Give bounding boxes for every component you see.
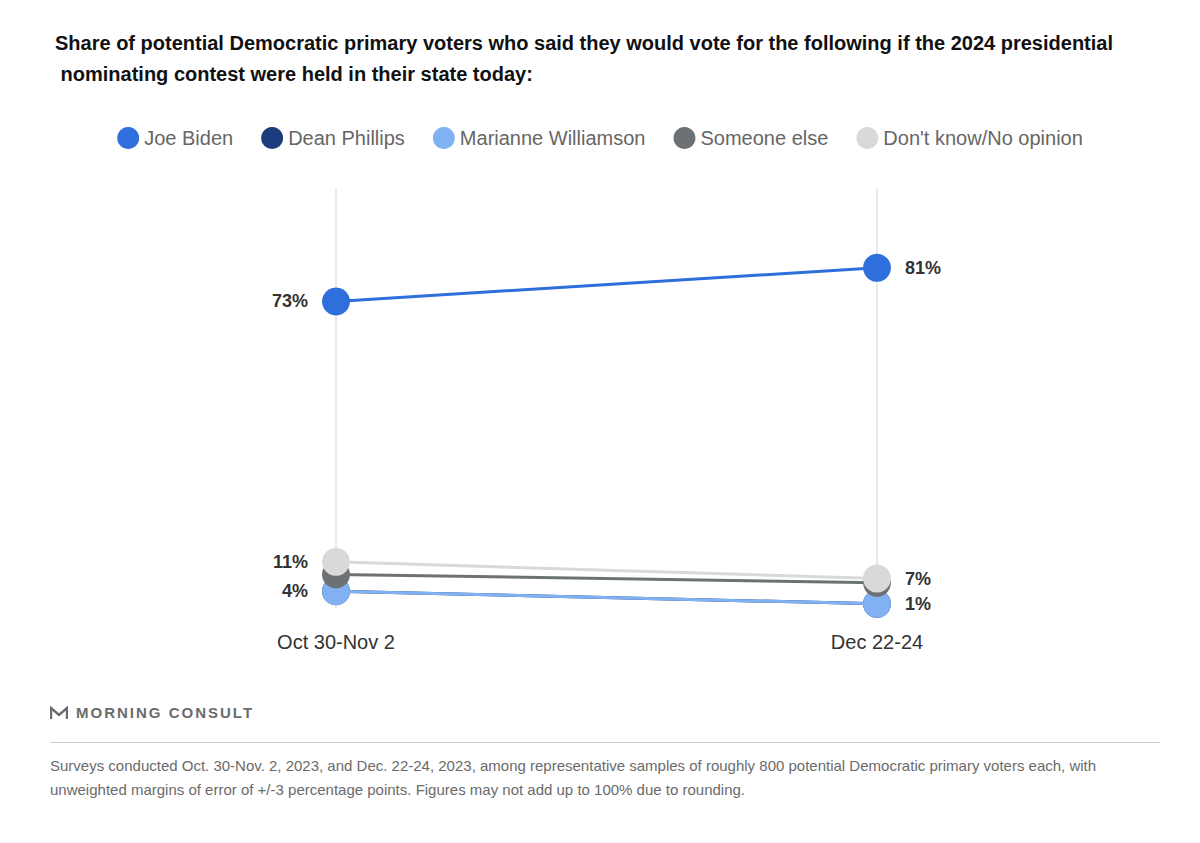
svg-text:Dean Phillips: Dean Phillips — [288, 127, 405, 149]
svg-text:81%: 81% — [905, 258, 941, 278]
svg-text:Don't know/No opinion: Don't know/No opinion — [883, 127, 1083, 149]
svg-text:Share of potential Democratic: Share of potential Democratic primary vo… — [55, 32, 1113, 54]
svg-text:1%: 1% — [905, 594, 931, 614]
svg-text:7%: 7% — [905, 569, 931, 589]
html-text:MORNING CONSULT: MORNING CONSULT — [76, 704, 254, 721]
svg-text:Someone else: Someone else — [700, 127, 828, 149]
svg-text:Oct 30-Nov 2: Oct 30-Nov 2 — [277, 631, 395, 653]
svg-text:Joe Biden: Joe Biden — [144, 127, 233, 149]
html-text:Surveys conducted Oct. 30-Nov.: Surveys conducted Oct. 30-Nov. 2, 2023, … — [50, 757, 1097, 798]
svg-text:Dec 22-24: Dec 22-24 — [831, 631, 923, 653]
svg-text:nominating contest were held i: nominating contest were held in their st… — [55, 63, 533, 85]
svg-text:4%: 4% — [282, 581, 308, 601]
svg-text:73%: 73% — [272, 291, 308, 311]
svg-text:11%: 11% — [273, 552, 308, 572]
svg-text:Marianne Williamson: Marianne Williamson — [460, 127, 646, 149]
